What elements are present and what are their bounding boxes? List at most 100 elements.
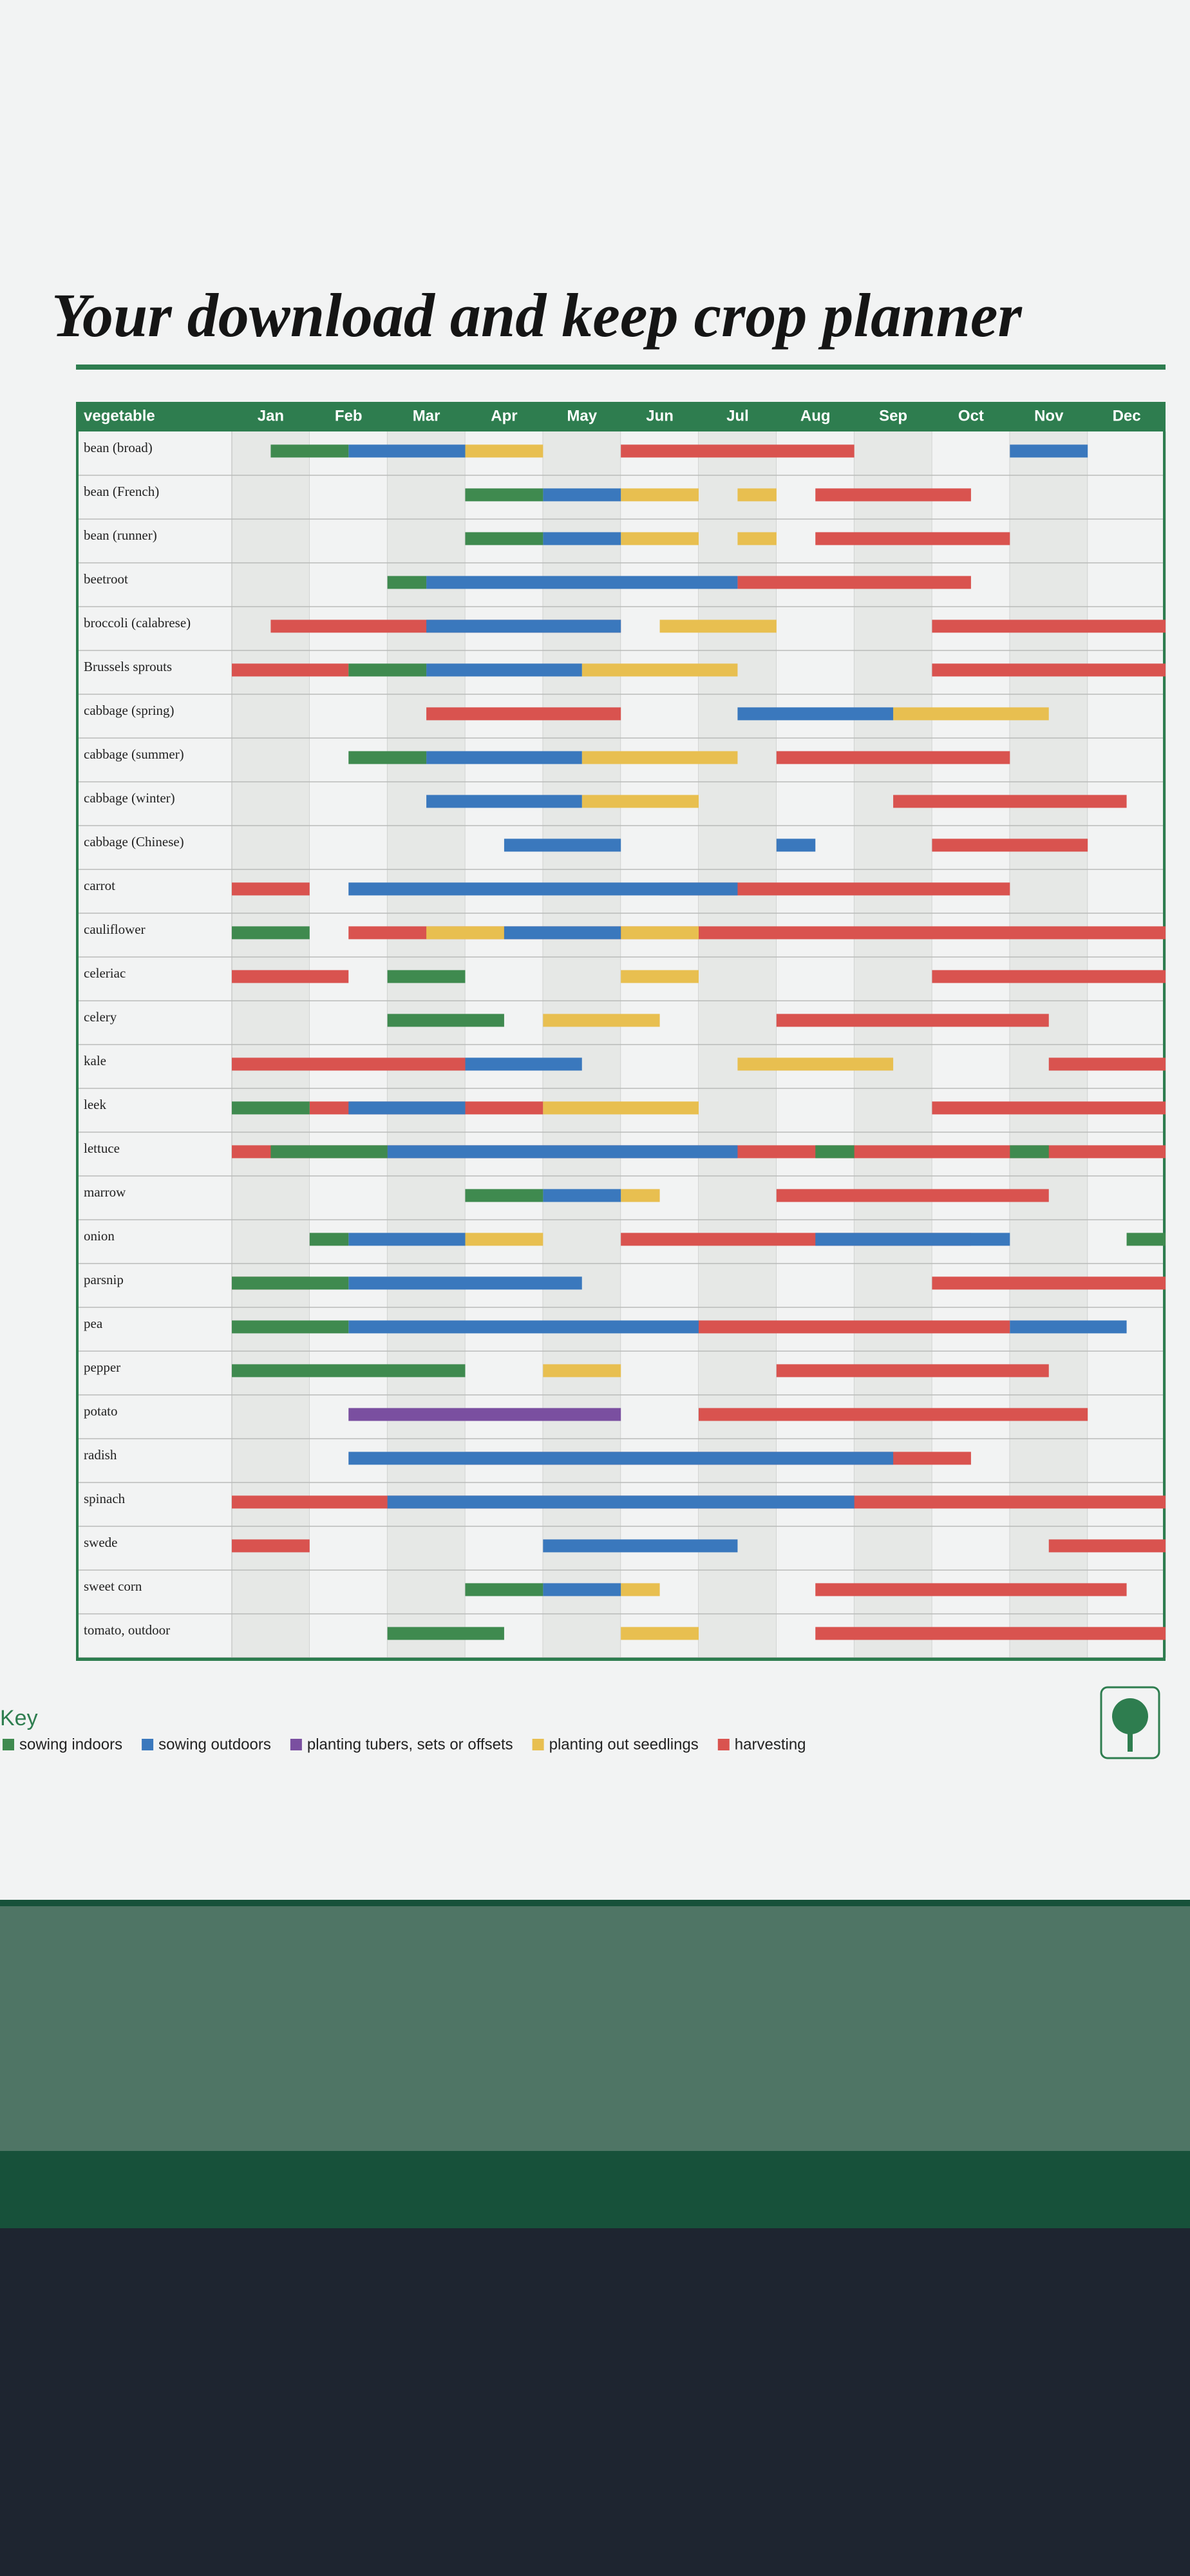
bar (426, 620, 621, 633)
row-label: sweet corn (84, 1578, 142, 1594)
bar (270, 444, 349, 458)
bar (543, 1101, 699, 1115)
row-label: tomato, outdoor (84, 1622, 170, 1638)
row-label: cabbage (summer) (84, 746, 184, 762)
bar (232, 926, 310, 940)
bar (737, 707, 894, 721)
legend-label: planting tubers, sets or offsets (307, 1736, 513, 1753)
x-tick-label: Aug (800, 407, 831, 424)
bar (1126, 1233, 1166, 1246)
bar (504, 838, 621, 852)
bar (893, 707, 1049, 721)
bar (543, 488, 621, 502)
bar (621, 532, 699, 545)
x-tick-label: Oct (958, 407, 984, 424)
table-left (76, 402, 79, 1658)
legend-swatch (532, 1739, 544, 1750)
bar (426, 926, 504, 940)
legend-title: Key (0, 1706, 38, 1730)
bars (232, 444, 1166, 1640)
bar (699, 1320, 1010, 1334)
x-tick-label: May (567, 407, 597, 424)
bar (348, 444, 466, 458)
title-rule (76, 365, 1166, 370)
bar (932, 838, 1088, 852)
bar (348, 1452, 894, 1465)
bar (776, 1014, 1049, 1027)
row-label: swede (84, 1535, 117, 1550)
category-header: vegetable (84, 407, 155, 424)
bar (737, 1057, 894, 1071)
table-right (1163, 402, 1166, 1658)
bar (621, 444, 855, 458)
x-tick-label: Apr (491, 407, 517, 424)
bar (699, 1408, 1088, 1421)
row-label: parsnip (84, 1272, 124, 1287)
bar (426, 795, 582, 808)
row-label: lettuce (84, 1141, 120, 1156)
bar (465, 1189, 543, 1202)
bar (270, 1145, 388, 1159)
legend-label: sowing indoors (19, 1736, 122, 1753)
bar (1010, 444, 1088, 458)
bar (621, 1583, 660, 1596)
bar (776, 1364, 1049, 1378)
bar (737, 488, 777, 502)
bar (893, 795, 1127, 808)
bar (426, 663, 582, 677)
row-label: leek (84, 1097, 106, 1112)
bar (659, 882, 1010, 896)
row-label: onion (84, 1228, 115, 1244)
bar (776, 838, 816, 852)
bar (426, 576, 738, 589)
legend-label: sowing outdoors (158, 1736, 271, 1753)
bar (426, 707, 621, 721)
bar (815, 1233, 1010, 1246)
bar (815, 532, 1010, 545)
row-label: pepper (84, 1359, 120, 1375)
bar (348, 663, 427, 677)
row-label: bean (French) (84, 484, 159, 499)
bar (465, 444, 543, 458)
bar (581, 751, 738, 764)
bar (543, 1364, 621, 1378)
bar (232, 1539, 310, 1553)
bar (348, 1320, 699, 1334)
bar (348, 1408, 621, 1421)
bar (1010, 1320, 1127, 1334)
columns: Jan Feb Mar Apr May Jun Jul Aug Sep Oct Nov Dec (231, 407, 1166, 1658)
bar (621, 1189, 660, 1202)
bar (348, 1233, 466, 1246)
bar (815, 1145, 855, 1159)
bar (387, 1145, 738, 1159)
bar (387, 970, 466, 983)
bar (815, 1627, 1166, 1640)
bar (232, 882, 310, 896)
bar (348, 1101, 466, 1115)
rows: bean (broad) bean (French) bean (runner) be… (76, 402, 1166, 1661)
bar (232, 1276, 349, 1290)
table-bottom (76, 1658, 1166, 1661)
bar (387, 1627, 504, 1640)
bar (465, 1233, 543, 1246)
x-tick-label: Jan (258, 407, 284, 424)
row-label: bean (runner) (84, 527, 157, 543)
bar (543, 1014, 660, 1027)
bar (621, 1627, 699, 1640)
bar (465, 532, 543, 545)
x-tick-label: Jul (726, 407, 749, 424)
bar (932, 1101, 1166, 1115)
bar (348, 1276, 582, 1290)
x-tick-label: Mar (413, 407, 440, 424)
bar (815, 1583, 1127, 1596)
legend: Key sowing indoors sowing outdoors planting… (0, 1706, 806, 1753)
bar (232, 970, 349, 983)
bar (543, 1189, 621, 1202)
bar (465, 1057, 582, 1071)
background-keyboard (0, 1906, 1190, 2151)
bar (621, 488, 699, 502)
x-tick-label: Feb (335, 407, 363, 424)
bar (932, 663, 1166, 677)
bar (659, 620, 777, 633)
